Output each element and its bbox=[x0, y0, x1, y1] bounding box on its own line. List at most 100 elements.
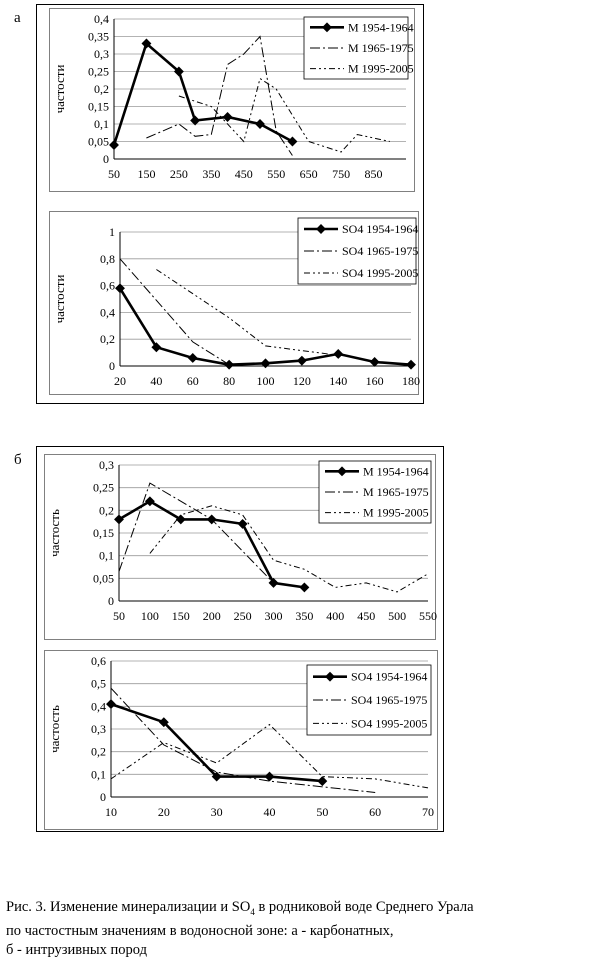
y-tick-label: 0 bbox=[108, 594, 114, 608]
x-tick-label: 40 bbox=[264, 805, 276, 819]
legend-label: М 1995-2005 bbox=[363, 506, 429, 520]
y-tick-label: 0,8 bbox=[100, 252, 115, 266]
x-tick-label: 350 bbox=[295, 609, 313, 623]
chart-a2: 0 0,2 0,4 0,6 0,8 1 20 40 60 80 100 120 140 160 180 час… bbox=[49, 211, 420, 395]
data-point-marker bbox=[317, 776, 328, 787]
y-tick-label: 0,1 bbox=[91, 767, 106, 781]
x-tick-label: 50 bbox=[108, 167, 120, 181]
caption-text: Рис. 3. Изменение минерализации и SO bbox=[6, 899, 251, 915]
data-point-marker bbox=[260, 358, 271, 369]
legend-label: SO4 1965-1975 bbox=[342, 244, 418, 258]
x-tick-label: 150 bbox=[172, 609, 190, 623]
x-tick-label: 150 bbox=[137, 167, 155, 181]
chart-a1: 0 0,05 0,1 0,15 0,2 0,25 0,3 0,35 0,4 50 150 250 350… bbox=[49, 8, 415, 192]
data-point-marker bbox=[151, 342, 162, 353]
x-tick-label: 70 bbox=[422, 805, 434, 819]
data-point-marker bbox=[222, 112, 233, 122]
y-tick-label: 0,4 bbox=[91, 699, 106, 713]
data-point-marker bbox=[109, 140, 119, 150]
data-point-marker bbox=[173, 66, 184, 77]
x-tick-label: 500 bbox=[388, 609, 406, 623]
series-line-2 bbox=[118, 482, 305, 588]
y-tick-label: 0 bbox=[109, 359, 115, 373]
y-tick-label: 0,6 bbox=[100, 279, 115, 293]
series-line-3 bbox=[110, 723, 429, 789]
data-point-marker bbox=[187, 353, 198, 363]
group-frame-b bbox=[36, 446, 444, 832]
legend-label: М 1965-1975 bbox=[363, 485, 429, 499]
y-tick-label: 0,25 bbox=[93, 481, 114, 495]
x-tick-label: 60 bbox=[187, 374, 199, 388]
series-line-3 bbox=[156, 269, 339, 356]
series-line-2 bbox=[119, 258, 230, 366]
data-point-marker bbox=[369, 357, 380, 367]
y-tick-label: 0,15 bbox=[88, 100, 109, 114]
data-point-marker bbox=[299, 582, 310, 593]
y-axis-label: частости bbox=[52, 275, 67, 324]
x-tick-label: 20 bbox=[114, 374, 126, 388]
y-tick-label: 0,4 bbox=[100, 305, 115, 319]
x-tick-label: 200 bbox=[203, 609, 221, 623]
y-axis-label: частости bbox=[52, 65, 67, 114]
x-tick-label: 450 bbox=[357, 609, 375, 623]
x-tick-label: 40 bbox=[150, 374, 162, 388]
x-tick-label: 300 bbox=[265, 609, 283, 623]
x-tick-label: 50 bbox=[316, 805, 328, 819]
x-tick-label: 650 bbox=[300, 167, 318, 181]
x-tick-label: 50 bbox=[113, 609, 125, 623]
y-tick-label: 0,3 bbox=[91, 722, 106, 736]
y-tick-label: 1 bbox=[109, 225, 115, 239]
chart-b1-svg: 0 0,05 0,1 0,15 0,2 0,25 0,3 50 100 150 200 250 300 3… bbox=[47, 458, 437, 623]
y-tick-label: 0,2 bbox=[91, 745, 106, 759]
y-tick-label: 0,3 bbox=[94, 47, 109, 61]
y-tick-label: 0,3 bbox=[99, 458, 114, 472]
y-tick-label: 0,5 bbox=[91, 677, 106, 691]
x-tick-label: 100 bbox=[141, 609, 159, 623]
x-tick-label: 140 bbox=[329, 374, 347, 388]
x-tick-label: 180 bbox=[402, 374, 420, 388]
data-point-marker bbox=[287, 136, 298, 147]
y-tick-label: 0 bbox=[103, 152, 109, 166]
y-tick-label: 0,15 bbox=[93, 526, 114, 540]
series-line-3 bbox=[178, 77, 390, 153]
legend-label: М 1954-1964 bbox=[363, 464, 429, 478]
legend-label: SO4 1965-1975 bbox=[351, 693, 427, 707]
data-point-marker bbox=[255, 119, 265, 129]
legend-label: SO4 1995-2005 bbox=[342, 266, 418, 280]
y-axis-label: частость bbox=[47, 705, 62, 753]
legend-label: SO4 1995-2005 bbox=[351, 716, 427, 730]
caption-line-1: Рис. 3. Изменение минерализации и SO4 в … bbox=[6, 898, 606, 922]
y-tick-label: 0,2 bbox=[99, 503, 114, 517]
caption-line-3: б - интрузивных пород bbox=[6, 941, 147, 958]
data-point-marker bbox=[106, 699, 116, 710]
series-line-2 bbox=[110, 687, 376, 793]
x-tick-label: 10 bbox=[105, 805, 117, 819]
y-tick-label: 0 bbox=[100, 790, 106, 804]
y-tick-label: 0,05 bbox=[93, 571, 114, 585]
data-point-marker bbox=[333, 348, 344, 359]
figure-caption: Рис. 3. Изменение минерализации и SO4 в … bbox=[6, 898, 606, 960]
group-frame-a bbox=[36, 4, 424, 404]
x-tick-label: 30 bbox=[211, 805, 223, 819]
y-tick-label: 0,2 bbox=[94, 82, 109, 96]
caption-subscript: 4 bbox=[250, 906, 255, 917]
data-point-marker bbox=[406, 359, 416, 370]
x-tick-label: 400 bbox=[326, 609, 344, 623]
chart-b2-svg: 0 0,1 0,2 0,3 0,4 0,5 0,6 10 20 30 40 50 60 70 частост… bbox=[47, 654, 434, 819]
legend-label: SO4 1954-1964 bbox=[342, 222, 418, 236]
series-line-1 bbox=[118, 287, 412, 367]
x-tick-label: 250 bbox=[234, 609, 252, 623]
y-tick-label: 0,4 bbox=[94, 12, 109, 26]
data-point-marker bbox=[296, 355, 307, 366]
x-tick-label: 80 bbox=[223, 374, 235, 388]
panel-letter-b: б bbox=[14, 452, 22, 468]
x-tick-label: 850 bbox=[365, 167, 383, 181]
x-tick-label: 250 bbox=[170, 167, 188, 181]
y-tick-label: 0,35 bbox=[88, 30, 109, 44]
x-tick-label: 350 bbox=[202, 167, 220, 181]
data-point-marker bbox=[237, 518, 248, 529]
legend-label: М 1995-2005 bbox=[348, 62, 414, 76]
series-line-1 bbox=[110, 702, 323, 783]
y-tick-label: 0,6 bbox=[91, 654, 106, 668]
